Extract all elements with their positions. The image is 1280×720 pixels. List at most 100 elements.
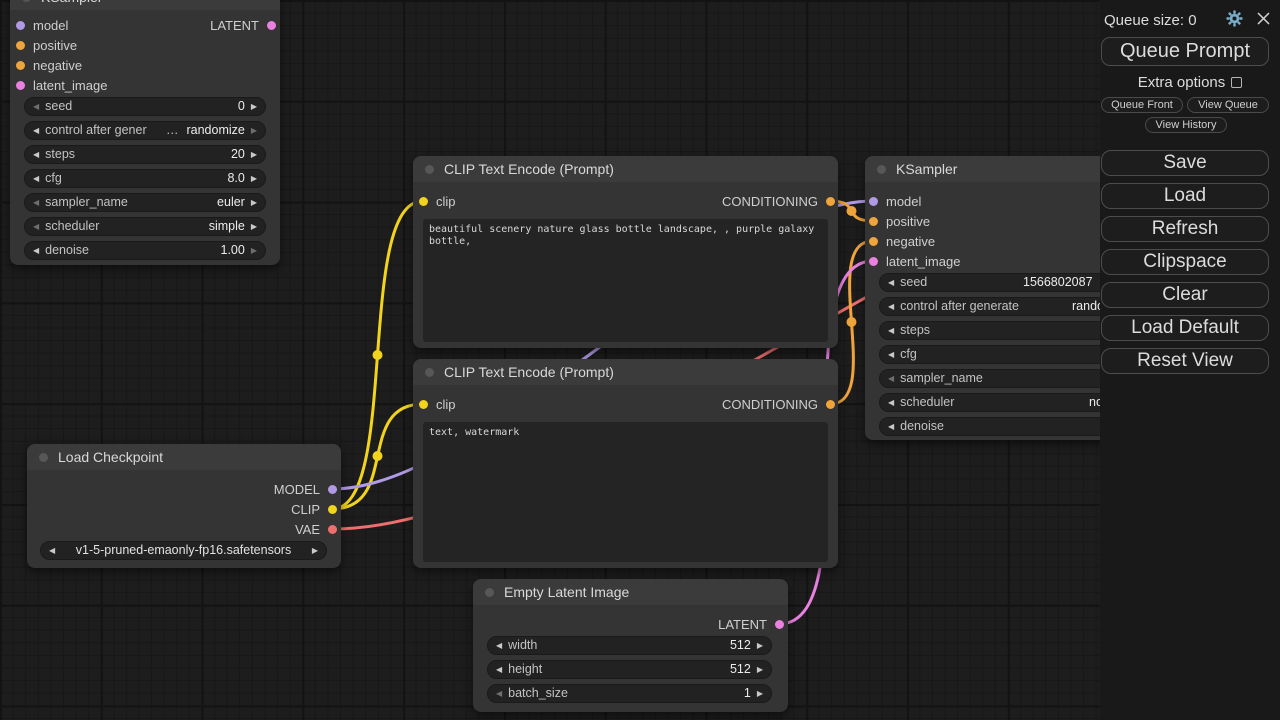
link-midpoint-dot	[372, 451, 383, 461]
increment-arrow-icon[interactable]: ▶	[250, 221, 257, 231]
output-dot-clip[interactable]	[328, 504, 337, 514]
link-midpoint-dot	[846, 206, 857, 216]
input-dot-clip[interactable]	[419, 399, 428, 409]
decrement-arrow-icon[interactable]: ◀	[33, 101, 40, 111]
decrement-arrow-icon[interactable]: ◀	[888, 373, 895, 383]
prompt-textarea[interactable]: beautiful scenery nature glass bottle la…	[423, 219, 828, 342]
input-dot-negative[interactable]	[16, 60, 25, 70]
widget-sampler-name[interactable]: ◀ sampler_name	[879, 368, 1154, 388]
link-midpoint-dot	[372, 350, 383, 360]
node-title: KSampler	[41, 0, 102, 5]
decrement-arrow-icon[interactable]: ◀	[888, 277, 895, 287]
decrement-arrow-icon[interactable]: ◀	[33, 221, 40, 231]
increment-arrow-icon[interactable]: ▶	[250, 197, 257, 207]
view-queue-button[interactable]: View Queue	[1187, 97, 1269, 113]
collapse-dot-icon[interactable]	[877, 164, 886, 174]
close-icon[interactable]	[1255, 10, 1272, 27]
save-button[interactable]: Save	[1101, 150, 1269, 176]
load-default-button[interactable]: Load Default	[1101, 315, 1269, 341]
widget-control-after-generate[interactable]: ◀ control after generate randomize	[879, 296, 1154, 316]
input-dot-positive[interactable]	[16, 40, 25, 50]
node-title-bar[interactable]: CLIP Text Encode (Prompt)	[413, 359, 838, 385]
increment-arrow-icon[interactable]: ▶	[250, 173, 257, 183]
decrement-arrow-icon[interactable]: ◀	[888, 397, 895, 407]
input-dot-positive[interactable]	[869, 216, 878, 226]
queue-front-button[interactable]: Queue Front	[1101, 97, 1183, 113]
decrement-arrow-icon[interactable]: ◀	[888, 421, 895, 431]
widget-batch-size[interactable]: ◀ batch_size 1 ▶	[487, 683, 772, 703]
refresh-button[interactable]: Refresh	[1101, 216, 1269, 242]
decrement-arrow-icon[interactable]: ◀	[33, 245, 40, 255]
output-port-conditioning: CONDITIONING	[722, 395, 835, 413]
widget-sampler-name[interactable]: ◀ sampler_name euler ▶	[24, 192, 266, 212]
decrement-arrow-icon[interactable]: ◀	[888, 301, 895, 311]
collapse-dot-icon[interactable]	[22, 0, 31, 2]
node-load-checkpoint: Load Checkpoint MODEL CLIP VAE ◀ v1-5-pr…	[27, 444, 341, 568]
output-dot-conditioning[interactable]	[826, 196, 835, 206]
output-dot-latent[interactable]	[775, 619, 784, 629]
decrement-arrow-icon[interactable]: ◀	[496, 664, 503, 674]
widget-denoise[interactable]: ◀ denoise 1.00 ▶	[24, 240, 266, 260]
clipspace-button[interactable]: Clipspace	[1101, 249, 1269, 275]
increment-arrow-icon[interactable]: ▶	[250, 101, 257, 111]
queue-prompt-button[interactable]: Queue Prompt	[1101, 37, 1269, 66]
increment-arrow-icon[interactable]: ▶	[756, 640, 763, 650]
output-dot-vae[interactable]	[328, 524, 337, 534]
input-port-model: model	[16, 16, 68, 34]
input-dot-model[interactable]	[16, 20, 25, 30]
node-title-bar[interactable]: CLIP Text Encode (Prompt)	[413, 156, 838, 182]
clear-button[interactable]: Clear	[1101, 282, 1269, 308]
input-dot-latent-image[interactable]	[869, 256, 878, 266]
view-history-button[interactable]: View History	[1145, 117, 1227, 133]
widget-steps[interactable]: ◀ steps 20 ▶	[24, 144, 266, 164]
decrement-arrow-icon[interactable]: ◀	[496, 688, 503, 698]
widget-seed[interactable]: ◀ seed 1566802087	[879, 272, 1154, 292]
node-title-bar[interactable]: Empty Latent Image	[473, 579, 788, 605]
widget-cfg[interactable]: ◀ cfg 8.0 ▶	[24, 168, 266, 188]
widget-steps[interactable]: ◀ steps	[879, 320, 1154, 340]
node-title-bar[interactable]: Load Checkpoint	[27, 444, 341, 470]
prompt-textarea[interactable]: text, watermark	[423, 422, 828, 562]
decrement-arrow-icon[interactable]: ◀	[888, 325, 895, 335]
extra-options-checkbox[interactable]	[1231, 77, 1243, 88]
widget-seed[interactable]: ◀ seed 0 ▶	[24, 96, 266, 116]
collapse-dot-icon[interactable]	[425, 367, 434, 377]
input-dot-model[interactable]	[869, 196, 878, 206]
widget-cfg[interactable]: ◀ cfg	[879, 344, 1154, 364]
decrement-arrow-icon[interactable]: ◀	[33, 125, 40, 135]
output-port-latent: LATENT	[718, 615, 784, 633]
gear-icon[interactable]	[1226, 10, 1243, 27]
widget-ckpt-name[interactable]: ◀ v1-5-pruned-emaonly-fp16.safetensors ▶	[40, 540, 327, 560]
input-dot-latent-image[interactable]	[16, 80, 25, 90]
input-dot-clip[interactable]	[419, 196, 428, 206]
widget-control-after-generate[interactable]: ◀ control after gener … randomize ▶	[24, 120, 266, 140]
increment-arrow-icon[interactable]: ▶	[250, 125, 257, 135]
increment-arrow-icon[interactable]: ▶	[756, 664, 763, 674]
load-button[interactable]: Load	[1101, 183, 1269, 209]
output-port-clip: CLIP	[291, 500, 337, 518]
node-title-bar[interactable]: KSampler	[10, 0, 280, 10]
next-option-arrow-icon[interactable]: ▶	[311, 545, 318, 555]
decrement-arrow-icon[interactable]: ◀	[496, 640, 503, 650]
widget-denoise[interactable]: ◀ denoise	[879, 416, 1154, 436]
output-port-vae: VAE	[295, 520, 337, 538]
increment-arrow-icon[interactable]: ▶	[250, 149, 257, 159]
decrement-arrow-icon[interactable]: ◀	[33, 197, 40, 207]
input-dot-negative[interactable]	[869, 236, 878, 246]
widget-scheduler[interactable]: ◀ scheduler simple ▶	[24, 216, 266, 236]
collapse-dot-icon[interactable]	[425, 164, 434, 174]
collapse-dot-icon[interactable]	[485, 587, 494, 597]
decrement-arrow-icon[interactable]: ◀	[33, 149, 40, 159]
decrement-arrow-icon[interactable]: ◀	[888, 349, 895, 359]
widget-width[interactable]: ◀ width 512 ▶	[487, 635, 772, 655]
collapse-dot-icon[interactable]	[39, 452, 48, 462]
reset-view-button[interactable]: Reset View	[1101, 348, 1269, 374]
increment-arrow-icon[interactable]: ▶	[250, 245, 257, 255]
decrement-arrow-icon[interactable]: ◀	[33, 173, 40, 183]
prev-option-arrow-icon[interactable]: ◀	[49, 545, 56, 555]
output-dot-model[interactable]	[328, 484, 337, 494]
output-dot-latent[interactable]	[267, 20, 276, 30]
increment-arrow-icon[interactable]: ▶	[756, 688, 763, 698]
output-dot-conditioning[interactable]	[826, 399, 835, 409]
widget-height[interactable]: ◀ height 512 ▶	[487, 659, 772, 679]
